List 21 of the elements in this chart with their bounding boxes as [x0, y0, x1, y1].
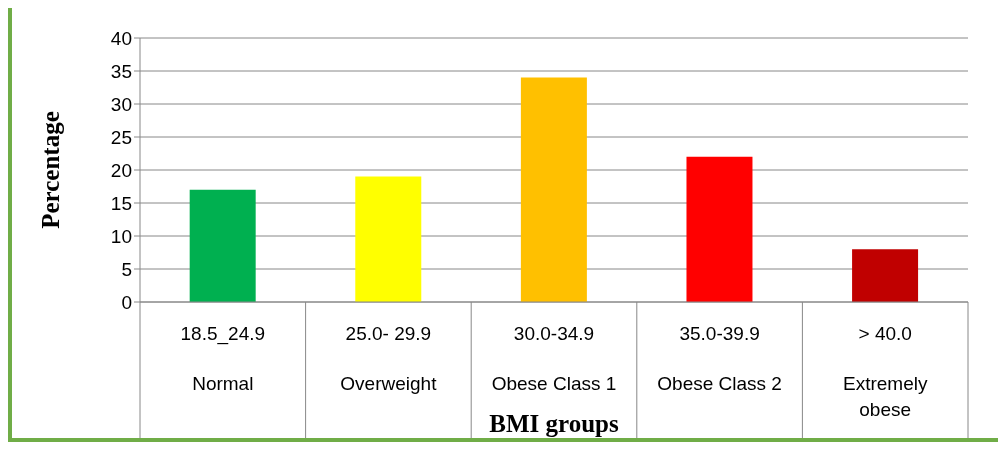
x-axis-title: BMI groups: [489, 410, 619, 437]
bar: [686, 156, 753, 302]
y-tick-label: 30: [110, 93, 132, 115]
bar: [852, 249, 919, 302]
y-tick-label: 15: [110, 192, 132, 214]
y-axis-title: Percentage: [36, 111, 64, 229]
y-tick-label: 10: [110, 225, 132, 247]
category-label: 25.0- 29.9 Overweight: [340, 323, 437, 394]
y-tick-label: 35: [110, 60, 132, 82]
y-tick-label: 40: [110, 27, 132, 49]
category-label: > 40.0 Extremely obese: [842, 323, 928, 420]
category-label: 18.5_24.9 Normal: [180, 323, 266, 394]
y-tick-label: 20: [110, 159, 132, 181]
y-tick-label: 0: [121, 291, 132, 313]
bar: [520, 77, 587, 302]
category-label: 35.0-39.9 Obese Class 2: [657, 323, 782, 394]
bar: [355, 176, 422, 302]
category-label: 30.0-34.9 Obese Class 1: [491, 323, 617, 394]
y-tick-label: 25: [110, 126, 132, 148]
bar: [189, 189, 256, 302]
y-tick-label: 5: [121, 258, 132, 280]
